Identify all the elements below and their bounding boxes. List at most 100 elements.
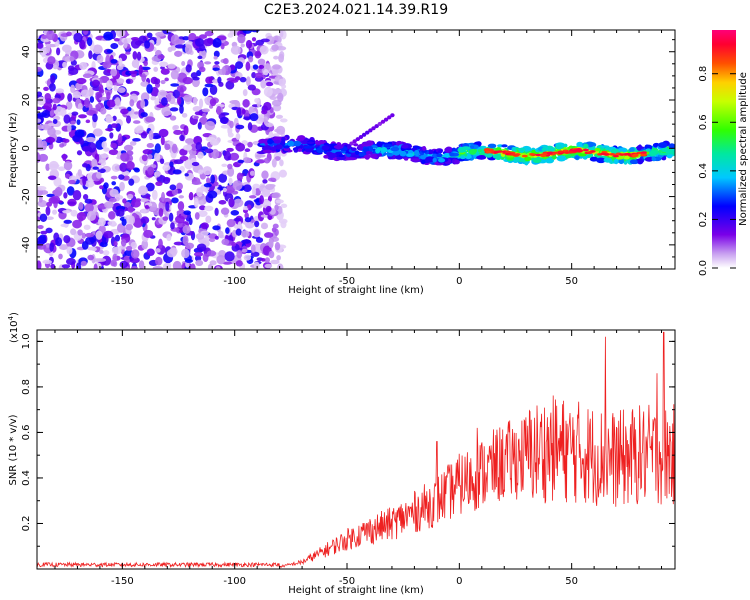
x-tick-label: -50 bbox=[339, 276, 355, 287]
heatmap-cell bbox=[130, 266, 138, 269]
heatmap-cell bbox=[252, 64, 259, 70]
heatmap-cell bbox=[247, 122, 253, 131]
heatmap-cell bbox=[557, 150, 564, 154]
heatmap-cell bbox=[215, 266, 221, 269]
heatmap-cell bbox=[371, 126, 376, 131]
heatmap-cell bbox=[143, 60, 148, 67]
heatmap-cell bbox=[257, 58, 266, 66]
heatmap-cell bbox=[192, 106, 202, 112]
heatmap-cell bbox=[106, 99, 116, 108]
heatmap-cell bbox=[146, 143, 154, 148]
heatmap-cell bbox=[438, 149, 443, 154]
x-tick-label: -100 bbox=[223, 276, 246, 287]
heatmap-cell bbox=[218, 200, 227, 205]
heatmap-cell bbox=[185, 64, 192, 73]
snr-panel: -150 -100 -50 0 50 0.2 0.4 0.6 0.8 1.0 Height of… bbox=[7, 312, 676, 596]
heatmap-cell bbox=[625, 153, 632, 156]
heatmap-cell bbox=[265, 205, 272, 213]
heatmap-cell bbox=[77, 169, 82, 177]
heatmap-cell bbox=[603, 157, 613, 163]
heatmap-cell bbox=[140, 81, 149, 87]
heatmap-cell bbox=[377, 121, 383, 126]
heatmap-cell bbox=[37, 118, 42, 123]
heatmap-cell bbox=[200, 222, 209, 230]
heatmap-cell bbox=[153, 78, 161, 85]
heatmap-cell bbox=[265, 183, 275, 191]
heatmap-cell bbox=[114, 97, 121, 106]
heatmap-cell bbox=[53, 176, 62, 187]
heatmap-cell bbox=[531, 149, 537, 154]
snr-x-ticks: -150 -100 -50 0 50 bbox=[54, 330, 663, 587]
heatmap-cell bbox=[476, 155, 486, 160]
heatmap-cell bbox=[82, 30, 89, 35]
heatmap-cell bbox=[79, 39, 86, 50]
heatmap-cell bbox=[96, 54, 104, 64]
heatmap-cell bbox=[184, 258, 193, 264]
heatmap-cell bbox=[586, 151, 593, 155]
heatmap-cell bbox=[197, 169, 204, 175]
heatmap-cell bbox=[511, 147, 516, 152]
heatmap-cell bbox=[37, 224, 44, 230]
x-tick-label: -50 bbox=[339, 576, 355, 587]
heatmap-cell bbox=[80, 260, 87, 267]
heatmap-cell bbox=[567, 151, 574, 154]
heatmap-cell bbox=[263, 86, 273, 97]
heatmap-cell bbox=[122, 198, 127, 204]
heatmap-cell bbox=[376, 141, 383, 148]
heatmap-cell bbox=[108, 211, 116, 220]
heatmap-cell bbox=[133, 120, 141, 124]
heatmap-cell bbox=[229, 120, 234, 129]
heatmap-cell bbox=[138, 64, 143, 75]
heatmap-cell bbox=[48, 160, 59, 171]
heatmap-cell bbox=[255, 39, 265, 46]
heatmap-cell bbox=[204, 148, 214, 154]
heatmap-cell bbox=[154, 152, 161, 162]
heatmap-cell bbox=[130, 241, 137, 250]
heatmap-cell bbox=[299, 135, 305, 141]
heatmap-cell bbox=[185, 242, 195, 250]
heatmap-cell bbox=[449, 152, 455, 157]
y-tick-label: 0.8 bbox=[21, 379, 32, 395]
heatmap-cell bbox=[135, 198, 142, 202]
heatmap-cell bbox=[158, 128, 169, 138]
heatmap-cell bbox=[50, 74, 56, 84]
heatmap-cell bbox=[154, 97, 160, 106]
heatmap-cell bbox=[52, 103, 57, 111]
heatmap-cell bbox=[43, 102, 53, 110]
heatmap-cell bbox=[37, 139, 44, 149]
heatmap-cell bbox=[165, 201, 170, 212]
heatmap-cell bbox=[110, 42, 119, 50]
heatmap-cell bbox=[193, 197, 199, 208]
heatmap-cell bbox=[235, 142, 246, 152]
heatmap-cell bbox=[510, 153, 517, 156]
heatmap-cell bbox=[203, 38, 213, 47]
heatmap-cell bbox=[37, 112, 48, 118]
heatmap-cell bbox=[245, 76, 251, 87]
heatmap-cell bbox=[181, 112, 188, 118]
heatmap-cell bbox=[272, 223, 279, 229]
heatmap-cell bbox=[278, 169, 288, 178]
heatmap-cell bbox=[548, 146, 556, 152]
heatmap-cell bbox=[274, 156, 281, 161]
heatmap-cell bbox=[181, 60, 186, 67]
heatmap-cell bbox=[140, 132, 148, 139]
heatmap-cell bbox=[148, 130, 154, 141]
heatmap-cell bbox=[563, 143, 568, 148]
heatmap-cell bbox=[438, 157, 446, 163]
heatmap-cell bbox=[272, 64, 281, 70]
heatmap-cell bbox=[263, 69, 269, 76]
heatmap-cell bbox=[242, 98, 250, 108]
heatmap-cell bbox=[153, 135, 162, 139]
heatmap-cell bbox=[264, 257, 270, 264]
heatmap-cell bbox=[229, 152, 240, 161]
heatmap-cell bbox=[226, 219, 236, 228]
heatmap-cell bbox=[59, 244, 69, 251]
heatmap-cell bbox=[191, 161, 200, 167]
heatmap-cell bbox=[454, 159, 460, 165]
heatmap-cell bbox=[179, 148, 188, 156]
heatmap-cell bbox=[130, 36, 140, 41]
heatmap-cell bbox=[206, 250, 217, 257]
heatmap-cell bbox=[249, 170, 256, 176]
heatmap-cell bbox=[427, 149, 434, 155]
heatmap-cell bbox=[113, 85, 118, 92]
